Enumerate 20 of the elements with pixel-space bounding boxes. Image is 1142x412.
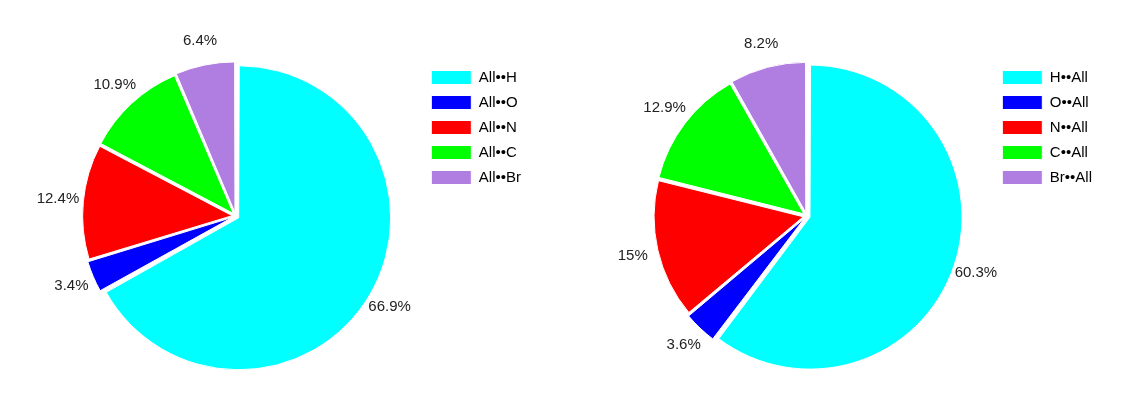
legend-label: All••O xyxy=(478,92,518,110)
legend-label: All••N xyxy=(478,117,517,135)
legend-label: N••All xyxy=(1049,117,1088,135)
data-label: 66.9% xyxy=(368,296,411,314)
data-label: 12.9% xyxy=(643,98,686,116)
data-label: 3.6% xyxy=(666,335,701,353)
legend-label: All••C xyxy=(478,142,517,160)
legend-label: O••All xyxy=(1049,92,1089,110)
data-label: 8.2% xyxy=(744,33,779,51)
data-label: 6.4% xyxy=(182,31,218,49)
legend-label: C••All xyxy=(1049,142,1088,160)
data-label: 15% xyxy=(617,246,648,264)
data-label: 10.9% xyxy=(93,74,136,92)
legend-label: All••H xyxy=(478,67,517,85)
legend-label: H••All xyxy=(1049,67,1088,85)
data-label: 60.3% xyxy=(954,262,998,280)
legend-label: All••Br xyxy=(478,167,522,185)
legend-label: Br••All xyxy=(1049,167,1093,185)
data-label: 12.4% xyxy=(36,189,80,207)
data-label: 3.4% xyxy=(54,276,89,293)
